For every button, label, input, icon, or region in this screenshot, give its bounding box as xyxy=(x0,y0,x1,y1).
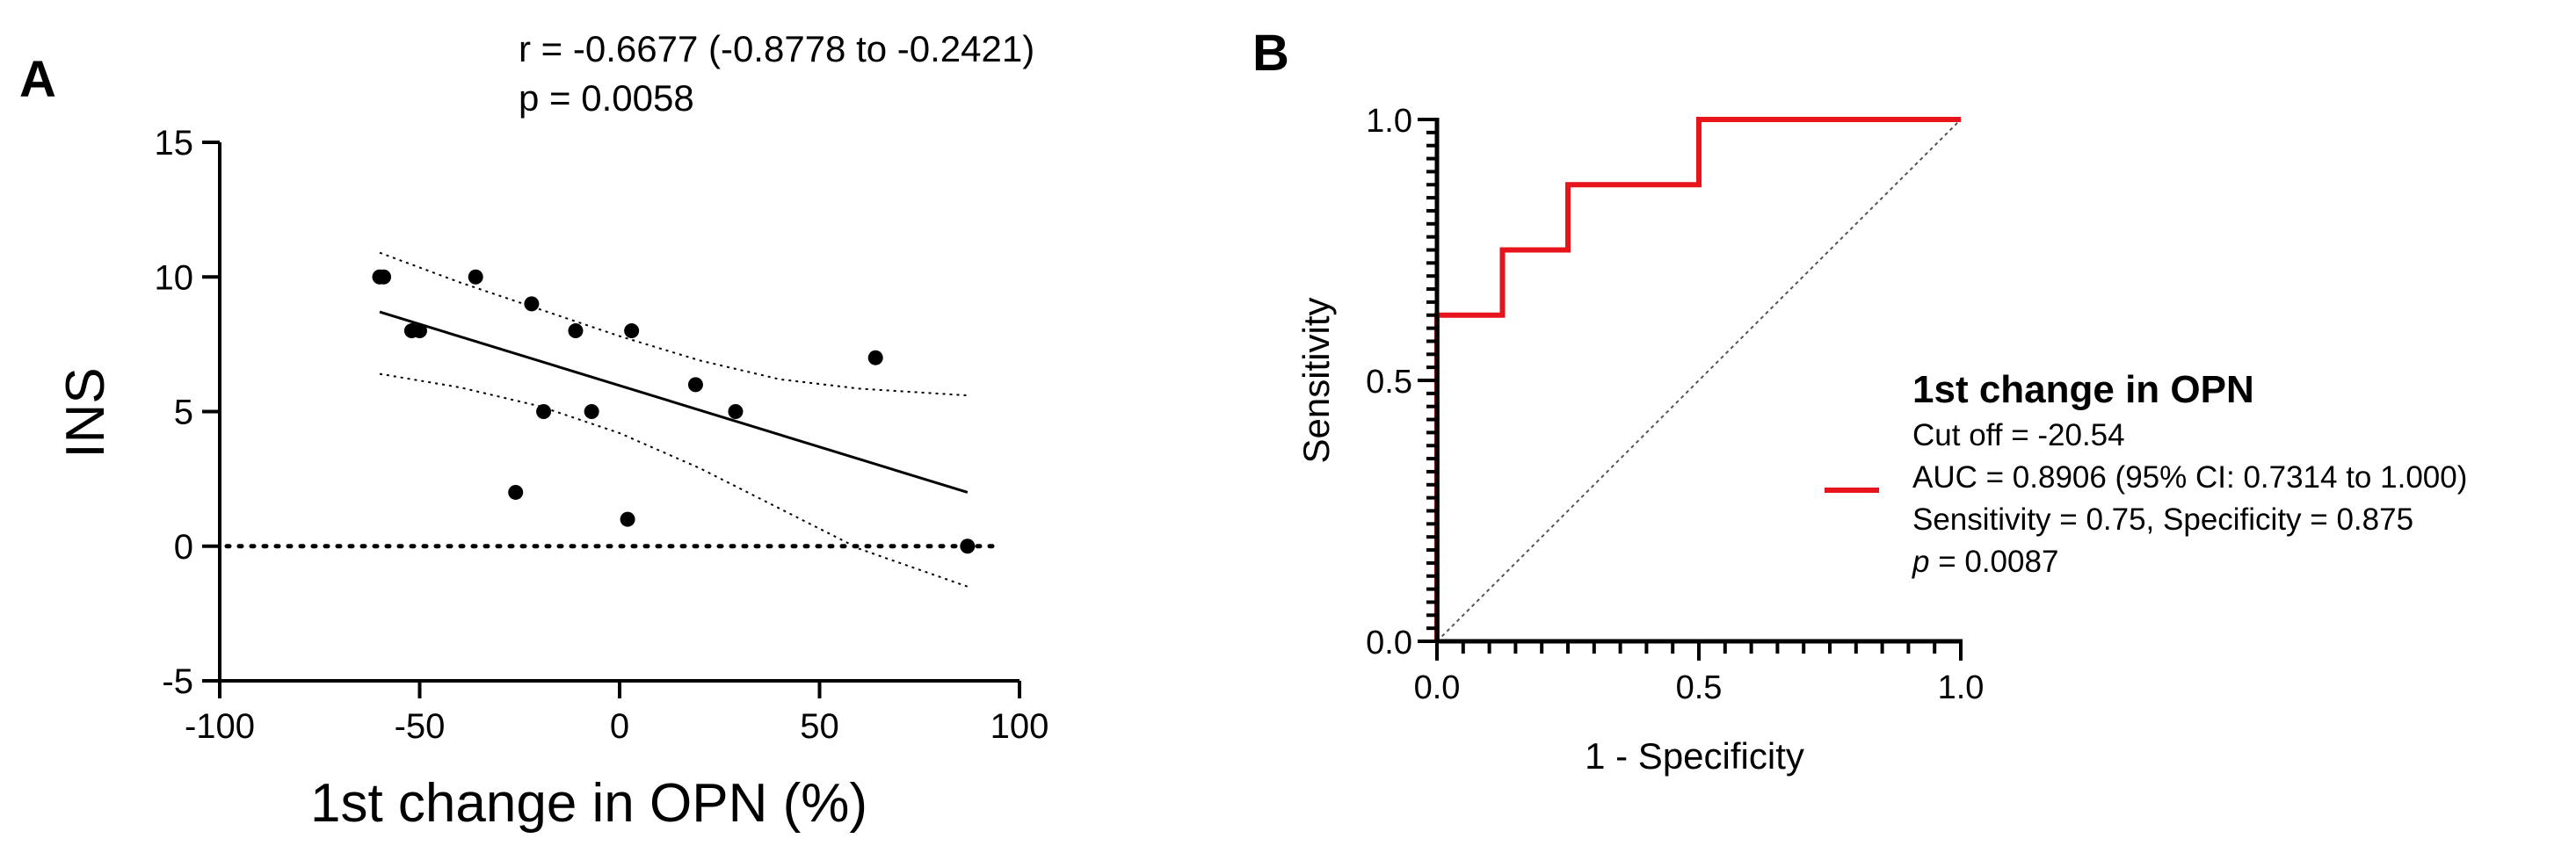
y-tick-label: 5 xyxy=(174,394,193,432)
x-axis-title: 1st change in OPN (%) xyxy=(310,773,867,834)
roc-curve xyxy=(1434,117,1961,641)
confidence-band xyxy=(379,251,969,588)
legend-cutoff: Cut off = -20.54 xyxy=(1912,418,2125,452)
y-tick-label: 0.0 xyxy=(1366,625,1412,661)
y-tick-label: -5 xyxy=(162,662,193,701)
legend-p-value: p = 0.0087 xyxy=(1912,545,2058,579)
data-point xyxy=(468,269,483,285)
x-tick-label: 1.0 xyxy=(1938,669,1985,706)
legend-title: 1st change in OPN xyxy=(1912,368,2254,411)
legend-auc: AUC = 0.8906 (95% CI: 0.7314 to 1.000) xyxy=(1912,460,2467,495)
data-point xyxy=(584,404,599,419)
panel-label-b: B xyxy=(1252,25,1289,82)
data-point xyxy=(536,404,552,419)
y-tick-label: 0.5 xyxy=(1366,364,1412,401)
ci-band-upper xyxy=(379,251,968,397)
data-point xyxy=(568,323,584,339)
data-point xyxy=(960,539,976,554)
x-axis-title: 1 - Specificity xyxy=(1585,735,1804,777)
data-point xyxy=(620,511,635,527)
y-axis-title: Sensitivity xyxy=(1295,297,1337,463)
data-point xyxy=(687,377,703,393)
x-tick-label: 0 xyxy=(610,707,629,746)
legend: 1st change in OPN Cut off = -20.54 AUC =… xyxy=(1825,368,2467,579)
x-axis-ticks: 0.0 0.5 1.0 xyxy=(1414,641,1985,706)
regression-line xyxy=(379,310,969,494)
legend-p-number: = 0.0087 xyxy=(1929,545,2058,579)
p-value-annotation: p = 0.0058 xyxy=(519,77,694,119)
y-tick-label: 10 xyxy=(155,258,194,297)
data-point xyxy=(412,323,427,339)
data-point xyxy=(508,484,524,500)
x-tick-label: 100 xyxy=(990,707,1049,746)
y-axis-ticks: 0.0 0.5 1.0 xyxy=(1366,103,1437,661)
data-point xyxy=(376,269,392,285)
data-point xyxy=(624,323,640,339)
x-tick-label: 0.0 xyxy=(1414,669,1461,706)
panel-a: A r = -0.6677 (-0.8778 to -0.2421) p = 0… xyxy=(19,28,1049,834)
legend-sens-spec: Sensitivity = 0.75, Specificity = 0.875 xyxy=(1912,502,2413,537)
legend-p-label: p xyxy=(1912,545,1929,579)
panel-b: B 0.0 0.5 1.0 0.0 0.5 1.0 1 - Specificity Se… xyxy=(1252,25,2467,777)
ci-band-lower xyxy=(379,372,969,588)
x-axis-ticks: -100 -50 0 50 100 xyxy=(185,681,1049,746)
y-axis-title: INS xyxy=(55,367,116,458)
y-axis-ticks: -5 0 5 10 15 xyxy=(155,124,220,701)
x-tick-label: 50 xyxy=(800,707,839,746)
x-tick-label: -100 xyxy=(185,707,255,746)
data-point xyxy=(524,296,540,312)
panel-label-a: A xyxy=(19,51,56,108)
scatter-points xyxy=(372,269,976,554)
x-tick-label: -50 xyxy=(395,707,446,746)
x-tick-label: 0.5 xyxy=(1676,669,1723,706)
y-tick-label: 1.0 xyxy=(1366,103,1412,140)
reference-diagonal xyxy=(1436,119,1962,642)
y-tick-label: 15 xyxy=(155,124,194,163)
data-point xyxy=(867,350,883,365)
y-tick-label: 0 xyxy=(174,528,193,567)
data-point xyxy=(728,404,744,419)
correlation-annotation: r = -0.6677 (-0.8778 to -0.2421) xyxy=(519,28,1034,69)
